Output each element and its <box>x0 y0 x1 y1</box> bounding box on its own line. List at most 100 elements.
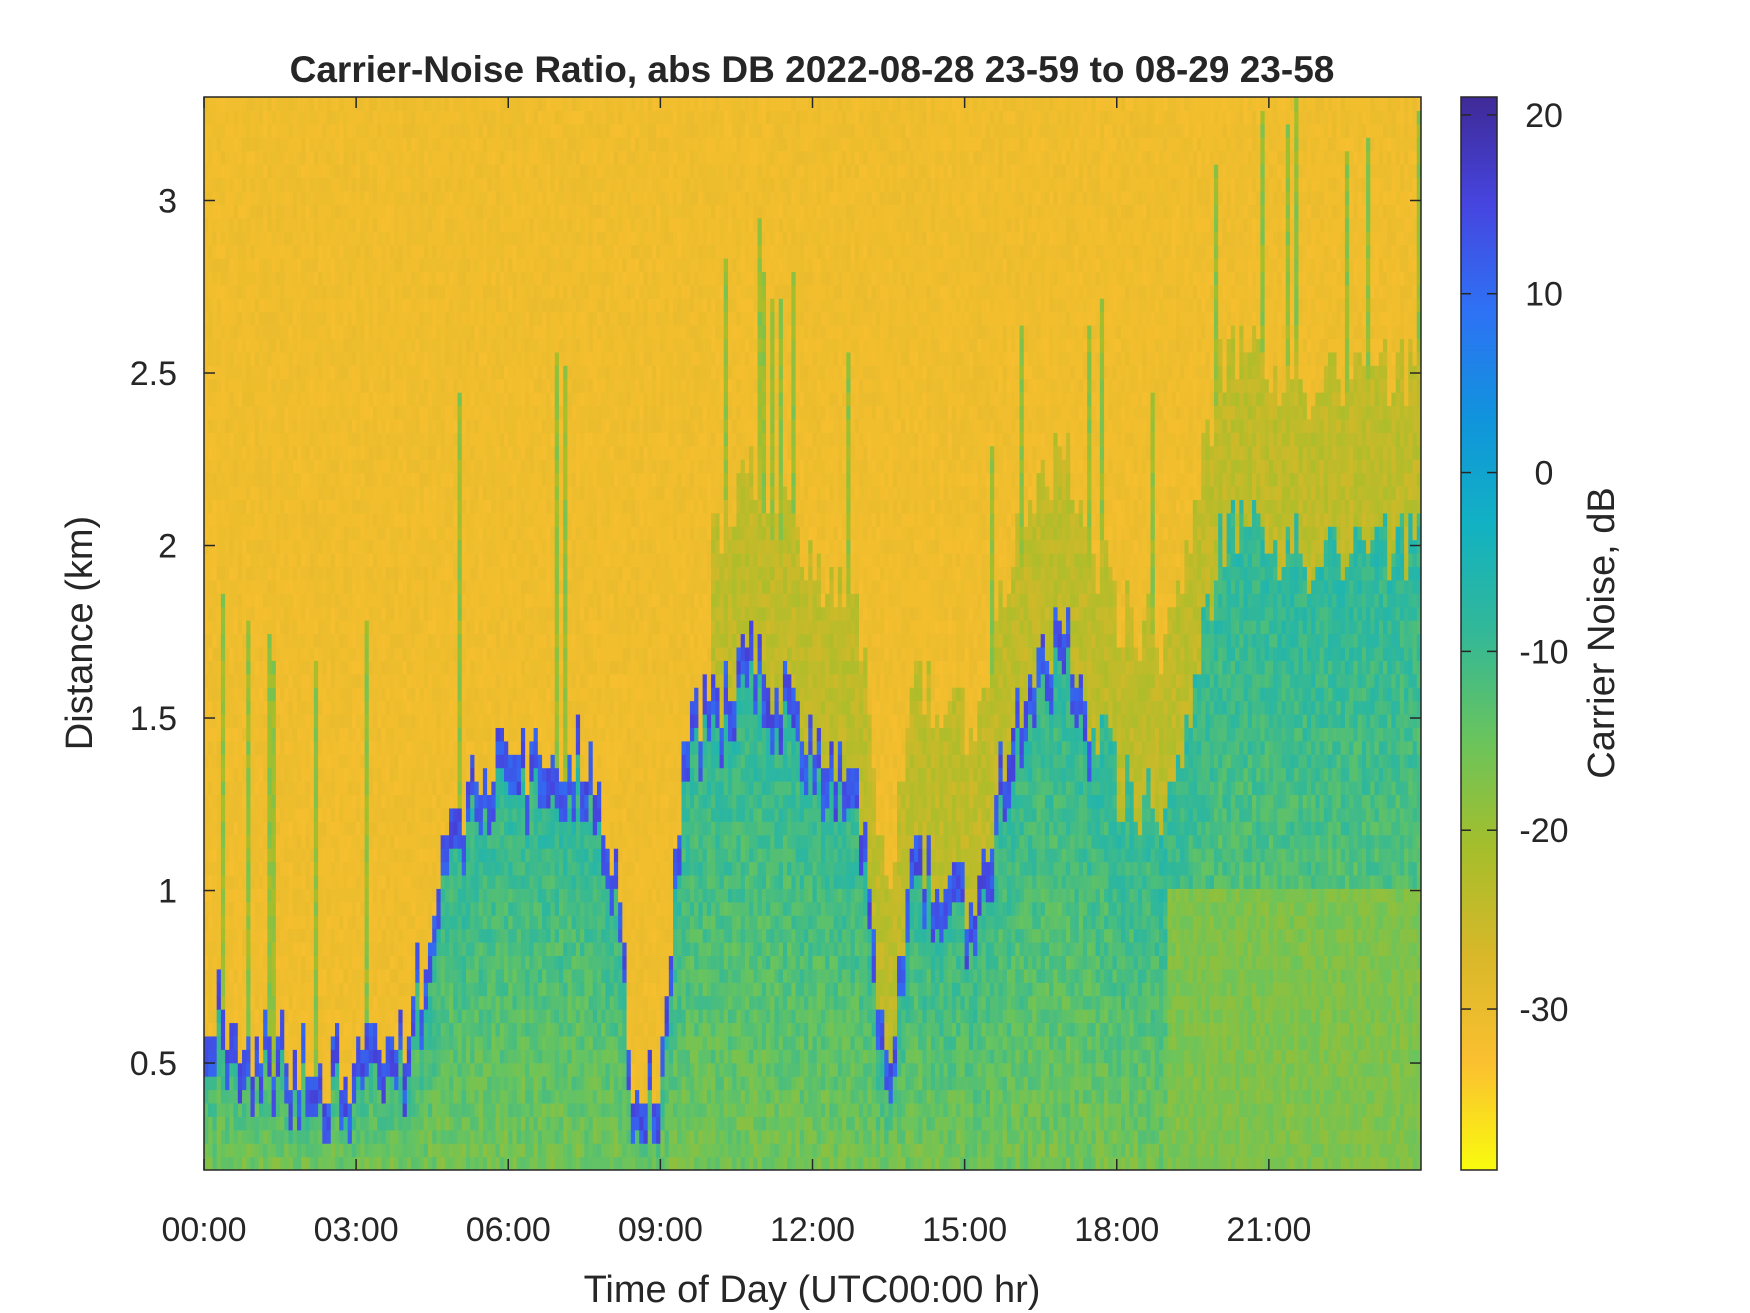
heatmap-cell <box>272 137 277 151</box>
heatmap-cell <box>225 151 230 165</box>
heatmap-cell <box>314 379 319 393</box>
heatmap-cell <box>339 754 344 768</box>
heatmap-cell <box>221 848 226 862</box>
heatmap-cell <box>229 312 234 326</box>
heatmap-cell <box>466 862 471 876</box>
heatmap-cell <box>407 245 412 259</box>
heatmap-cell <box>441 714 446 728</box>
heatmap-cell <box>403 1022 408 1036</box>
heatmap-cell <box>445 405 450 419</box>
heatmap-cell <box>267 177 272 191</box>
heatmap-cell <box>208 741 213 755</box>
heatmap-cell <box>462 177 467 191</box>
heatmap-cell <box>420 714 425 728</box>
heatmap-cell <box>356 1022 361 1036</box>
heatmap-cell <box>377 231 382 245</box>
heatmap-cell <box>289 741 294 755</box>
heatmap-cell <box>293 982 298 996</box>
heatmap-cell <box>331 97 336 111</box>
heatmap-cell <box>458 204 463 218</box>
heatmap-cell <box>208 687 213 701</box>
heatmap-cell <box>360 1130 365 1144</box>
heatmap-cell <box>369 955 374 969</box>
heatmap-cell <box>348 177 353 191</box>
heatmap-cell <box>255 674 260 688</box>
heatmap-cell <box>327 835 332 849</box>
heatmap-cell <box>462 848 467 862</box>
heatmap-cell <box>242 674 247 688</box>
heatmap-cell <box>403 768 408 782</box>
heatmap-cell <box>301 151 306 165</box>
heatmap-cell <box>390 982 395 996</box>
heatmap-cell <box>339 982 344 996</box>
heatmap-cell <box>242 312 247 326</box>
heatmap-cell <box>360 1103 365 1117</box>
heatmap-cell <box>280 285 285 299</box>
heatmap-cell <box>246 969 251 983</box>
heatmap-cell <box>335 929 340 943</box>
heatmap-cell <box>259 701 264 715</box>
heatmap-cell <box>420 1009 425 1023</box>
heatmap-cell <box>352 794 357 808</box>
heatmap-cell <box>314 204 319 218</box>
heatmap-cell <box>348 258 353 272</box>
heatmap-cell <box>436 432 441 446</box>
heatmap-cell <box>301 473 306 487</box>
heatmap-cell <box>259 566 264 580</box>
heatmap-cell <box>339 419 344 433</box>
heatmap-cell <box>225 392 230 406</box>
heatmap-cell <box>462 473 467 487</box>
heatmap-cell <box>305 1076 310 1090</box>
heatmap-cell <box>280 701 285 715</box>
heatmap-cell <box>411 312 416 326</box>
heatmap-cell <box>377 1076 382 1090</box>
heatmap-cell <box>356 781 361 795</box>
heatmap-cell <box>436 982 441 996</box>
heatmap-cell <box>428 888 433 902</box>
heatmap-cell <box>217 915 222 929</box>
heatmap-cell <box>272 955 277 969</box>
heatmap-cell <box>381 1103 386 1117</box>
heatmap-cell <box>365 955 370 969</box>
heatmap-cell <box>420 1063 425 1077</box>
heatmap-cell <box>208 325 213 339</box>
heatmap-cell <box>305 177 310 191</box>
heatmap-cell <box>297 486 302 500</box>
heatmap-cell <box>208 258 213 272</box>
heatmap-cell <box>352 325 357 339</box>
heatmap-cell <box>225 325 230 339</box>
heatmap-cell <box>267 1022 272 1036</box>
heatmap-cell <box>462 580 467 594</box>
heatmap-cell <box>377 888 382 902</box>
heatmap-cell <box>356 1130 361 1144</box>
heatmap-cell <box>242 862 247 876</box>
heatmap-cell <box>365 593 370 607</box>
heatmap-cell <box>436 325 441 339</box>
heatmap-cell <box>327 754 332 768</box>
heatmap-cell <box>466 1049 471 1063</box>
heatmap-cell <box>381 1157 386 1171</box>
heatmap-cell <box>365 607 370 621</box>
heatmap-cell <box>293 553 298 567</box>
heatmap-cell <box>289 929 294 943</box>
heatmap-cell <box>377 1036 382 1050</box>
heatmap-cell <box>449 365 454 379</box>
heatmap-cell <box>322 634 327 648</box>
heatmap-cell <box>293 794 298 808</box>
heatmap-cell <box>449 1022 454 1036</box>
heatmap-cell <box>272 553 277 567</box>
heatmap-cell <box>246 714 251 728</box>
heatmap-cell <box>348 888 353 902</box>
heatmap-cell <box>458 540 463 554</box>
heatmap-cell <box>424 915 429 929</box>
heatmap-cell <box>381 848 386 862</box>
heatmap-cell <box>449 258 454 272</box>
heatmap-cell <box>272 352 277 366</box>
heatmap-cell <box>272 647 277 661</box>
heatmap-cell <box>238 151 243 165</box>
heatmap-cell <box>360 674 365 688</box>
heatmap-cell <box>276 379 281 393</box>
heatmap-cell <box>267 727 272 741</box>
heatmap-cell <box>301 754 306 768</box>
heatmap-cell <box>339 1130 344 1144</box>
